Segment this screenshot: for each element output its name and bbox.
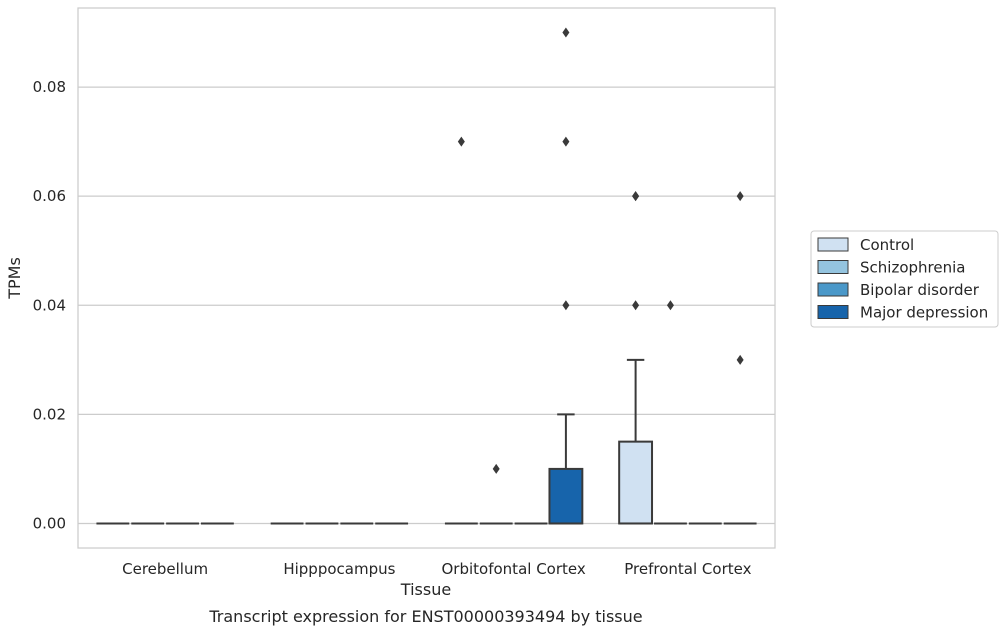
x-axis-ticks: Cerebellum Hipppocampus Orbitofontal Corte…: [122, 560, 751, 578]
x-tick-label: Cerebellum: [122, 560, 208, 578]
box-schizophrenia: [479, 463, 513, 525]
box-control: [444, 136, 478, 525]
outlier-point: [666, 300, 674, 311]
outlier-point: [562, 27, 570, 38]
legend-item: Schizophrenia: [817, 259, 965, 277]
y-axis-label: TPMs: [5, 257, 24, 300]
box-schizophrenia: [654, 300, 687, 525]
outlier-point: [562, 136, 570, 147]
legend: Control Schizophrenia Bipolar disorder Majo…: [810, 230, 999, 328]
legend-frame: [810, 230, 999, 328]
outlier-point: [632, 191, 640, 202]
box-major-depression: [548, 27, 584, 525]
outlier-point: [492, 463, 500, 474]
legend-swatch: [817, 260, 849, 274]
outlier-point: [736, 191, 744, 202]
y-tick-label: 0.08: [33, 78, 66, 96]
boxes-layer: [96, 27, 757, 525]
y-tick-label: 0.04: [33, 296, 66, 314]
outlier-point: [736, 354, 744, 365]
legend-item: Control: [817, 236, 914, 254]
x-tick-label: Orbitofontal Cortex: [442, 560, 586, 578]
box-control: [618, 191, 654, 525]
legend-swatch: [817, 237, 849, 252]
legend-item: Major depression: [817, 304, 988, 322]
outlier-point: [457, 136, 465, 147]
plot-background: [78, 8, 775, 548]
y-tick-label: 0.02: [33, 405, 66, 423]
box-major-depression: [723, 191, 757, 525]
x-tick-label: Prefrontal Cortex: [624, 560, 751, 578]
legend-items: Control Schizophrenia Bipolar disorder Majo…: [817, 236, 988, 322]
x-axis-label: Tissue: [400, 580, 451, 599]
legend-label: Major depression: [860, 304, 988, 322]
y-tick-label: 0.00: [33, 514, 66, 532]
x-tick-label: Hipppocampus: [283, 560, 395, 578]
chart-caption: Transcript expression for ENST0000039349…: [208, 607, 642, 626]
plot-area: [77, 7, 776, 549]
outlier-point: [632, 300, 640, 311]
legend-swatch: [817, 305, 849, 319]
y-axis-ticks: 0.00 0.02 0.04 0.06 0.08: [33, 78, 66, 532]
legend-label: Schizophrenia: [860, 259, 965, 277]
y-tick-label: 0.06: [33, 187, 66, 205]
legend-label: Bipolar disorder: [860, 281, 980, 299]
box-iqr: [618, 440, 654, 525]
box-iqr: [548, 467, 584, 525]
plot-border: [77, 7, 776, 549]
legend-label: Control: [860, 236, 914, 254]
outlier-point: [562, 300, 570, 311]
legend-swatch: [817, 282, 849, 297]
legend-item: Bipolar disorder: [817, 281, 980, 299]
